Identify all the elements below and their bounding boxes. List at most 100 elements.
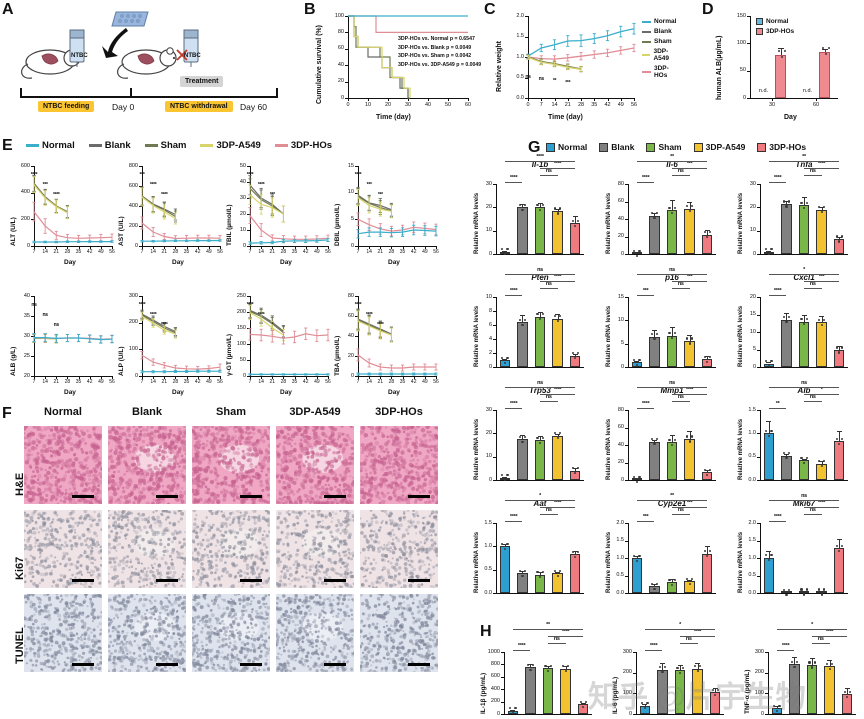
y-tick <box>625 219 628 220</box>
x-tick-label: 35 <box>591 102 598 108</box>
y-axis <box>628 297 629 367</box>
bar-3 <box>816 591 827 593</box>
legend-swatch <box>757 142 767 152</box>
legend-item-sham: Sham <box>642 38 682 45</box>
y-tick <box>501 714 504 715</box>
x-tick-label: 21 <box>269 379 276 385</box>
x-tick-label: 28 <box>280 379 287 385</box>
y-tick-label: 100 <box>236 340 246 347</box>
sig-bar <box>804 281 840 282</box>
y-tick <box>747 16 750 17</box>
legend-item-blank: Blank <box>642 28 682 35</box>
data-point <box>506 248 509 251</box>
x-tick-label: 42 <box>194 379 201 385</box>
legend-swatch <box>274 144 288 147</box>
y-tick-label: 0 <box>628 710 632 717</box>
bar-3dp-hos-1 <box>819 51 830 98</box>
y-tick <box>247 182 250 183</box>
micrograph-he-sham <box>192 426 270 504</box>
errorbar <box>707 355 709 360</box>
y-axis <box>496 410 497 480</box>
data-point <box>541 203 544 207</box>
sig-label: ns <box>817 636 824 642</box>
y-tick-label: 0.0 <box>516 94 524 101</box>
bar-4 <box>834 441 845 480</box>
sig-bar <box>768 408 787 409</box>
data-point <box>650 333 653 336</box>
y-tick <box>493 456 496 458</box>
panel-b-pvalue: 3DP-HOs vs. Sham p = 0.0042 <box>398 53 472 59</box>
x-tick <box>153 246 155 249</box>
legend-label: Sham <box>658 142 682 152</box>
x-tick <box>436 246 437 249</box>
bar-4 <box>842 694 853 714</box>
sig-bar <box>672 507 708 508</box>
panel-e-chart-4: 20 25 30 35 40 7 14 21 28 35 42 49 56 ns ns ns <box>24 293 115 386</box>
sig-marker: *** <box>42 182 48 188</box>
errorbar <box>548 666 549 669</box>
errorbar-cap <box>836 345 842 347</box>
bar-4 <box>702 359 713 367</box>
panel-g-chart-10: 0.0 0.5 1.0 1.5 2.0 *** ns *** ** <box>616 493 716 596</box>
x-tick-label: 35 <box>291 379 298 385</box>
y-tick-label: 0 <box>242 242 246 249</box>
data-point <box>703 355 706 358</box>
panel-c-xlabel: Time (day) <box>548 114 583 121</box>
y-axis <box>760 410 761 480</box>
data-point <box>653 217 656 220</box>
errorbar-cap <box>801 314 807 316</box>
sig-bar <box>540 394 576 395</box>
panel-e-ylabel-1: AST (U/L) <box>118 216 125 246</box>
x-axis <box>34 376 112 377</box>
data-point <box>840 437 843 440</box>
sig-label: ns <box>545 507 552 513</box>
y-tick-label: 800 <box>490 660 500 667</box>
bar-4 <box>570 355 581 367</box>
sig-bar <box>768 387 840 388</box>
y-tick <box>625 523 628 524</box>
x-tick-label: 28 <box>388 249 395 255</box>
y-tick <box>501 676 504 678</box>
data-point <box>835 544 838 547</box>
y-axis <box>496 184 497 254</box>
x-tick <box>428 98 429 101</box>
y-tick <box>31 356 34 357</box>
panel-g-chart-11: 0.0 0.5 1.0 1.5 2.0 **** ns **** ns <box>748 493 848 596</box>
data-point <box>681 666 684 669</box>
micrograph-ki67-3dp-a549 <box>276 510 354 588</box>
y-tick-label: 30 <box>23 332 30 339</box>
panel-e-xlabel-4: Day <box>64 389 76 396</box>
x-tick <box>402 246 404 249</box>
data-point <box>559 315 562 318</box>
scale-bar <box>240 495 262 498</box>
sig-bar <box>672 288 690 289</box>
y-tick-label: 0 <box>350 372 354 379</box>
y-tick <box>493 254 496 255</box>
errorbar-cap <box>836 538 842 540</box>
panel-e-xlabel-3: Day <box>388 259 400 266</box>
data-point <box>518 318 521 321</box>
y-tick <box>757 230 760 232</box>
data-point <box>688 342 691 345</box>
x-tick <box>369 246 371 249</box>
data-point <box>765 248 768 251</box>
sig-label: **** <box>817 500 826 506</box>
data-point <box>671 443 674 447</box>
data-point <box>688 440 691 443</box>
data-point <box>574 472 577 475</box>
injection-arrow-icon <box>102 28 128 58</box>
y-tick <box>501 689 504 691</box>
bar-1 <box>517 439 528 480</box>
y-tick <box>757 575 760 577</box>
x-tick <box>283 376 285 379</box>
sig-label: **** <box>509 514 518 520</box>
sig-label: **** <box>553 161 562 167</box>
x-tick-label: 49 <box>314 379 320 385</box>
data-point <box>703 550 706 553</box>
sig-bar <box>804 168 840 169</box>
data-point <box>582 705 585 709</box>
ntbc-label-2: NTBC <box>184 53 201 59</box>
legend-item-blank: Blank <box>599 142 634 152</box>
sig-label: ** <box>775 401 780 407</box>
data-point <box>714 693 717 696</box>
